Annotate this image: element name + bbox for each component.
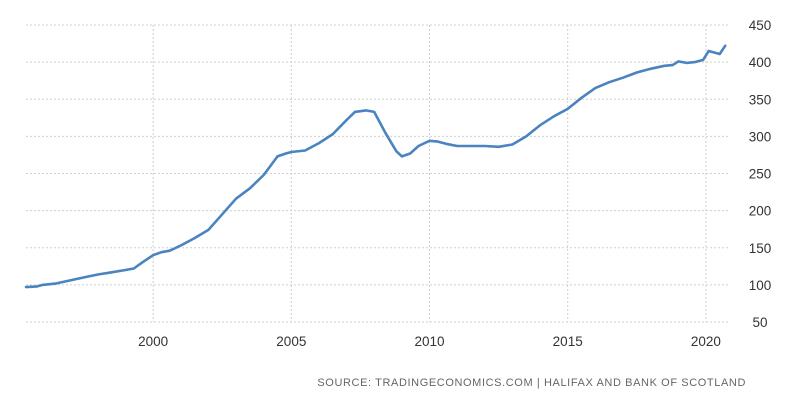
series-layer [24,44,727,289]
x-tick-label: 2015 [553,334,583,349]
x-tick-label: 2020 [691,334,721,349]
y-tick-label: 150 [749,241,772,256]
source-text: SOURCE: TRADINGECONOMICS.COM | HALIFAX A… [317,377,746,389]
y-tick-label: 50 [752,315,767,330]
x-axis: 2000 2005 2010 2015 2020 [138,334,721,349]
y-tick-label: 250 [749,167,772,182]
x-tick-label: 2005 [276,334,306,349]
x-tick-label: 2000 [138,334,168,349]
series-line [24,44,727,289]
y-tick-label: 450 [749,18,772,33]
x-tick-label: 2010 [414,334,444,349]
y-tick-label: 200 [749,204,772,219]
y-tick-label: 100 [749,278,772,293]
y-tick-label: 350 [749,92,772,107]
y-axis: 50 100 150 200 250 300 350 400 450 [749,18,772,330]
grid [26,24,728,323]
y-tick-label: 400 [749,55,772,70]
y-tick-label: 300 [749,129,772,144]
